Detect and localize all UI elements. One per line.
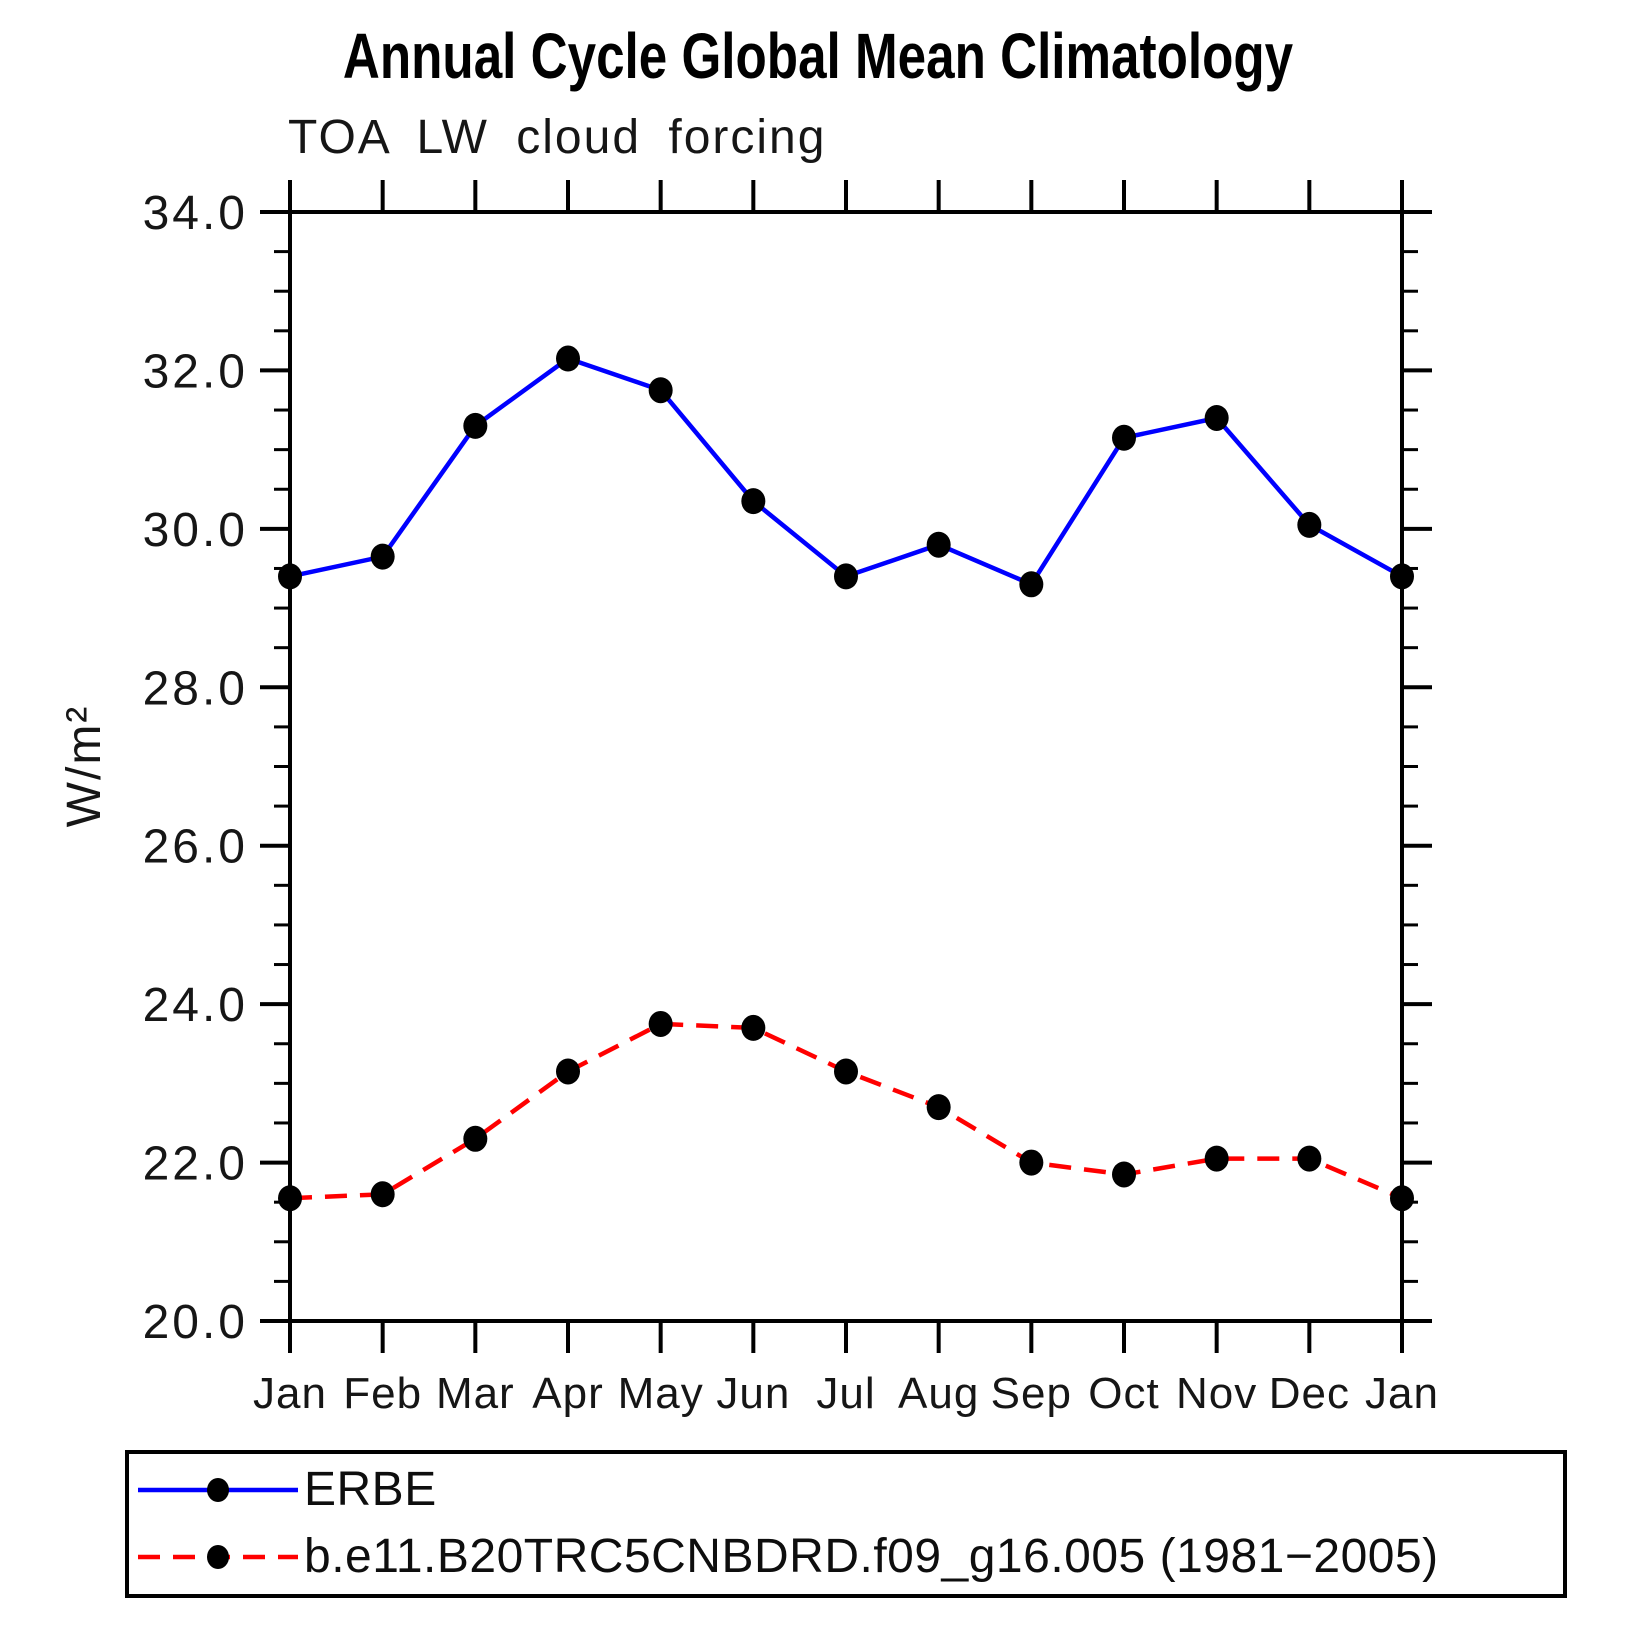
data-point-marker — [1390, 1185, 1414, 1212]
x-tick-label: Nov — [1176, 1369, 1257, 1418]
x-tick-label: Jan — [253, 1369, 327, 1418]
x-tick-label: Jul — [816, 1369, 875, 1418]
x-tick-label: Feb — [343, 1369, 422, 1418]
data-point-marker — [463, 412, 488, 439]
data-point-marker — [1112, 424, 1136, 451]
legend-line-sample-erbe — [138, 1478, 298, 1502]
x-tick-label: Jun — [716, 1369, 790, 1418]
y-tick-label: 24.0 — [143, 979, 248, 1032]
x-tick-labels: Jan Feb Mar Apr May Jun Jul Aug Sep Oct Nov Dec Jan — [253, 1369, 1439, 1418]
data-point-marker — [648, 377, 673, 404]
y-tick-label: 28.0 — [143, 662, 248, 715]
data-point-marker — [834, 563, 858, 590]
data-point-marker — [1019, 1149, 1044, 1176]
y-axis-title: W/m² — [58, 705, 111, 828]
data-point-marker — [1297, 1145, 1322, 1172]
y-tick-labels: 20.0 22.0 24.0 26.0 28.0 30.0 32.0 34.0 — [143, 187, 248, 1349]
legend-sample-marker — [207, 1478, 229, 1502]
y-tick-label: 34.0 — [143, 187, 248, 240]
legend: ERBE b.e11.B20TRC5CNBDRD.f09_g16.005 (19… — [125, 1450, 1567, 1598]
data-point-marker — [926, 1094, 951, 1121]
data-point-marker — [1019, 571, 1044, 598]
x-tick-label: Apr — [532, 1369, 603, 1418]
data-point-marker — [278, 563, 302, 590]
x-tick-label: Aug — [898, 1369, 979, 1418]
legend-label-model: b.e11.B20TRC5CNBDRD.f09_g16.005 (1981−20… — [304, 1530, 1439, 1583]
x-tick-label: Oct — [1088, 1369, 1159, 1418]
data-point-marker — [741, 1014, 766, 1041]
series-model — [278, 1010, 1414, 1212]
series-erbe — [278, 345, 1414, 598]
series-line — [289, 355, 1404, 588]
x-tick-label: Mar — [436, 1369, 515, 1418]
plot-border — [288, 210, 1404, 1323]
data-point-marker — [1390, 563, 1414, 590]
data-point-marker — [1204, 404, 1229, 431]
data-point-marker — [556, 345, 580, 372]
legend-label-erbe: ERBE — [304, 1463, 437, 1516]
legend-line-sample-model — [138, 1545, 298, 1569]
data-point-marker — [1297, 511, 1322, 538]
data-point-marker — [741, 488, 766, 515]
x-tick-label: Jan — [1365, 1369, 1439, 1418]
data-point-marker — [834, 1058, 858, 1085]
data-point-marker — [1204, 1145, 1229, 1172]
chart-subtitle: TOA LW cloud forcing — [288, 111, 827, 164]
y-tick-label: 22.0 — [143, 1138, 248, 1191]
x-tick-label: Dec — [1269, 1369, 1350, 1418]
data-point-marker — [556, 1058, 580, 1085]
legend-item-model: b.e11.B20TRC5CNBDRD.f09_g16.005 (1981−20… — [136, 1533, 1439, 1581]
data-point-marker — [278, 1185, 302, 1212]
data-point-marker — [648, 1010, 673, 1037]
data-point-marker — [370, 1181, 395, 1208]
legend-item-erbe: ERBE — [136, 1466, 437, 1514]
data-point-marker — [926, 531, 951, 558]
y-tick-label: 20.0 — [143, 1296, 248, 1349]
series-line — [289, 1021, 1403, 1201]
chart-title: Annual Cycle Global Mean Climatology — [342, 20, 1294, 92]
x-tick-label: Sep — [991, 1369, 1072, 1418]
axes — [260, 180, 1432, 1353]
y-tick-label: 26.0 — [143, 821, 248, 874]
data-point-marker — [1112, 1161, 1136, 1188]
data-point-marker — [463, 1125, 488, 1152]
y-tick-label: 30.0 — [143, 504, 248, 557]
x-tick-label: May — [618, 1369, 704, 1418]
legend-sample-marker — [207, 1545, 229, 1569]
data-point-marker — [370, 543, 395, 570]
y-tick-label: 32.0 — [143, 345, 248, 398]
